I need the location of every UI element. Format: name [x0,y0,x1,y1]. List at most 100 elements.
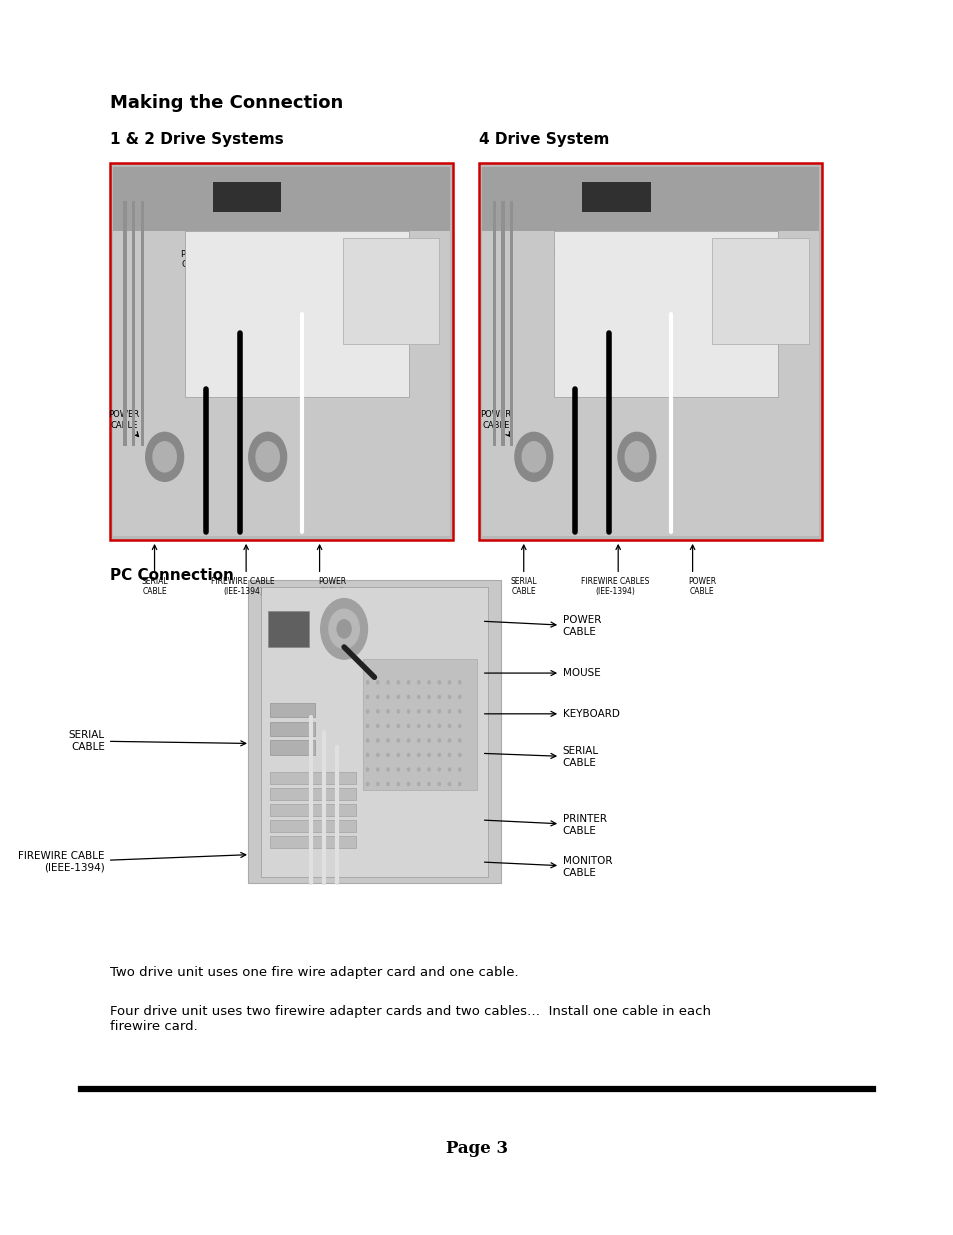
Circle shape [428,680,430,684]
Bar [270,788,355,800]
Circle shape [417,783,419,785]
Text: FIREWIRE CABLE
(IEEE-1394): FIREWIRE CABLE (IEEE-1394) [18,851,246,873]
Text: FIREWIRE CABLE
(IEE-1394): FIREWIRE CABLE (IEE-1394) [212,577,274,597]
Circle shape [376,725,378,727]
Circle shape [387,695,389,699]
Circle shape [376,739,378,742]
Circle shape [329,609,359,648]
Circle shape [417,710,419,713]
Circle shape [417,768,419,771]
Circle shape [417,695,419,699]
Circle shape [366,753,369,757]
Circle shape [407,725,410,727]
Bar [492,201,496,446]
Bar [270,741,314,755]
Circle shape [448,783,450,785]
Circle shape [437,753,440,757]
Circle shape [387,680,389,684]
Circle shape [458,725,460,727]
Circle shape [366,768,369,771]
Circle shape [366,710,369,713]
Bar [270,703,314,718]
Bar [123,201,127,446]
Circle shape [448,695,450,699]
Bar [112,167,450,536]
Text: POWER
CABLE: POWER CABLE [553,249,595,273]
Circle shape [437,768,440,771]
Circle shape [437,725,440,727]
Circle shape [448,753,450,757]
Circle shape [521,442,545,472]
Text: Two drive unit uses one fire wire adapter card and one cable.: Two drive unit uses one fire wire adapte… [110,966,517,979]
Circle shape [376,680,378,684]
Circle shape [376,710,378,713]
Circle shape [437,680,440,684]
Circle shape [618,432,655,482]
Text: POWER
CABLE: POWER CABLE [484,615,600,637]
Circle shape [387,725,389,727]
Circle shape [407,739,410,742]
Text: KEYBOARD: KEYBOARD [484,709,619,719]
Text: SERIAL
CABLE: SERIAL CABLE [141,577,168,597]
Text: MOUSE: MOUSE [484,668,600,678]
Circle shape [366,783,369,785]
Text: Four drive unit uses two firewire adapter cards and two cables…  Install one cab: Four drive unit uses two firewire adapte… [110,1005,710,1034]
Circle shape [396,680,399,684]
Circle shape [437,710,440,713]
Circle shape [407,768,410,771]
Circle shape [458,695,460,699]
Circle shape [407,710,410,713]
Circle shape [624,442,648,472]
Circle shape [396,725,399,727]
Bar [268,611,309,647]
Bar [112,167,450,231]
Circle shape [336,620,351,638]
Circle shape [515,432,552,482]
Bar [270,804,355,816]
Circle shape [458,783,460,785]
Circle shape [366,739,369,742]
Circle shape [320,599,367,659]
Bar [712,238,808,343]
Circle shape [407,695,410,699]
Circle shape [437,783,440,785]
Bar [270,836,355,848]
Circle shape [458,739,460,742]
Bar [500,201,504,446]
Circle shape [448,725,450,727]
Circle shape [428,768,430,771]
Text: POWER
CABLE: POWER CABLE [109,410,139,436]
Bar [213,182,281,212]
Circle shape [396,739,399,742]
Bar [554,231,777,396]
Circle shape [376,753,378,757]
Circle shape [428,710,430,713]
Text: PRINTER
CABLE: PRINTER CABLE [341,249,380,274]
Circle shape [428,739,430,742]
Circle shape [458,753,460,757]
Text: FIREWIRE CABLES
(IEE-1394): FIREWIRE CABLES (IEE-1394) [580,577,649,597]
Circle shape [448,710,450,713]
Circle shape [458,768,460,771]
Text: PC Connection: PC Connection [110,568,233,583]
Bar [260,587,488,877]
Circle shape [376,783,378,785]
Bar [270,820,355,832]
Text: POWER
CABLE: POWER CABLE [687,577,716,597]
Circle shape [249,432,286,482]
Circle shape [387,710,389,713]
Circle shape [387,753,389,757]
Text: 4 Drive System: 4 Drive System [478,132,609,147]
Circle shape [417,739,419,742]
Text: POWER
CABLE: POWER CABLE [317,577,346,597]
Circle shape [407,783,410,785]
Circle shape [366,695,369,699]
Circle shape [407,753,410,757]
Text: Making the Connection: Making the Connection [110,94,342,112]
Text: PRINTER
CABLE: PRINTER CABLE [484,814,606,836]
Text: POWER
CABLE: POWER CABLE [480,410,511,436]
Circle shape [437,739,440,742]
Circle shape [448,739,450,742]
Bar [478,163,821,540]
Bar [140,201,144,446]
